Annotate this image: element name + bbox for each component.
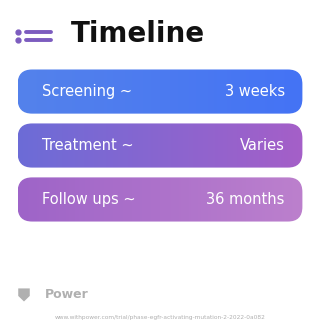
Text: 3 weeks: 3 weeks xyxy=(225,84,285,99)
Polygon shape xyxy=(18,288,30,301)
FancyBboxPatch shape xyxy=(18,177,302,222)
Text: Follow ups ~: Follow ups ~ xyxy=(42,192,135,207)
Text: Varies: Varies xyxy=(240,138,285,153)
Text: www.withpower.com/trial/phase-egfr-activating-mutation-2-2022-0a082: www.withpower.com/trial/phase-egfr-activ… xyxy=(55,315,265,320)
FancyBboxPatch shape xyxy=(18,70,302,114)
Text: Power: Power xyxy=(45,288,89,301)
Text: Screening ~: Screening ~ xyxy=(42,84,132,99)
Text: Treatment ~: Treatment ~ xyxy=(42,138,133,153)
Text: 36 months: 36 months xyxy=(206,192,285,207)
Text: Timeline: Timeline xyxy=(70,20,204,48)
FancyBboxPatch shape xyxy=(18,123,302,167)
